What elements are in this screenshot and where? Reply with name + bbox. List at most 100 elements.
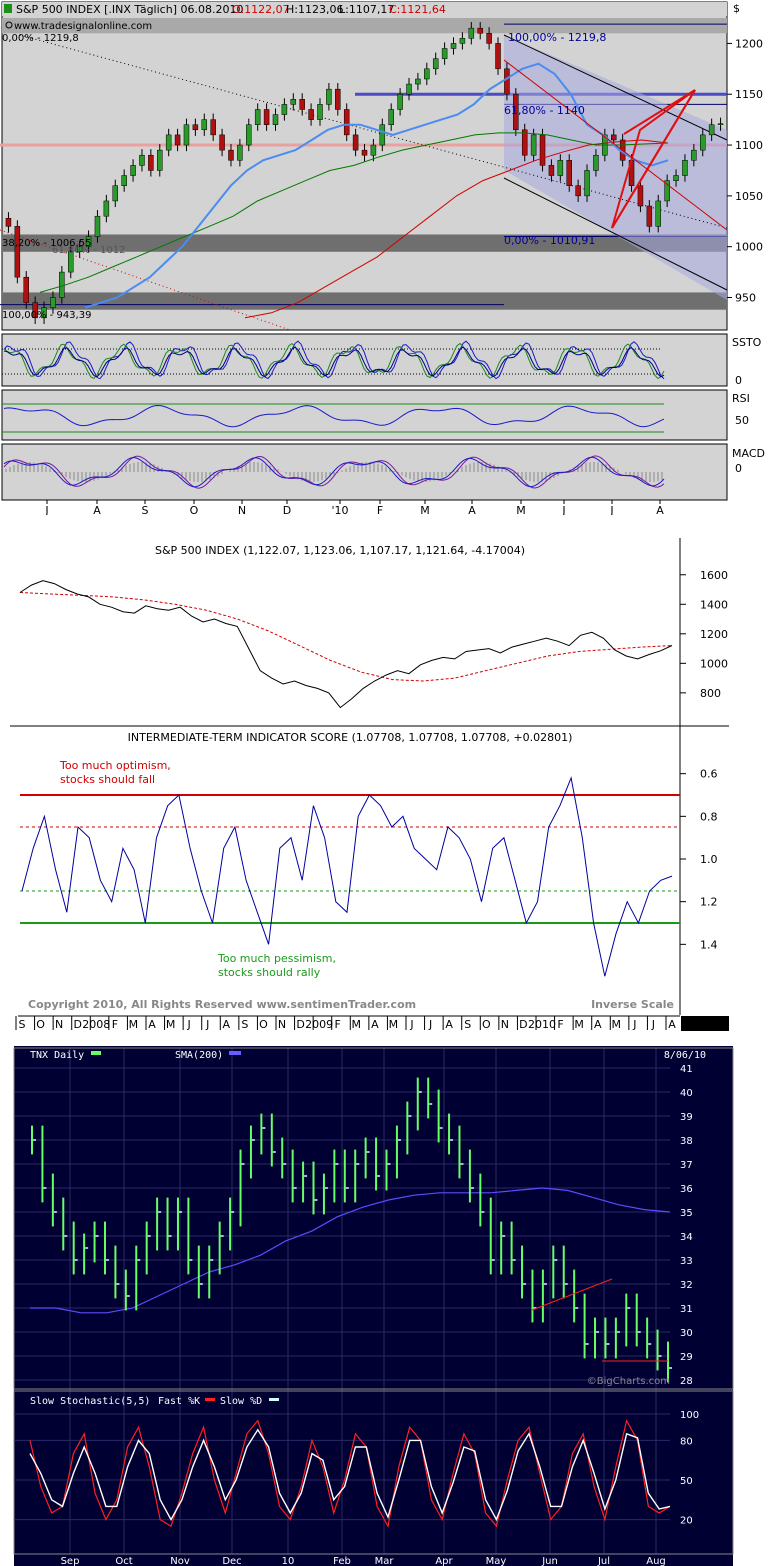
candle-body — [5, 217, 12, 227]
x-label: S — [241, 1018, 248, 1031]
x-label: J — [187, 1018, 191, 1031]
y-tick-label: 1.4 — [700, 938, 718, 951]
fastk-legend-label: Fast %K — [158, 1396, 200, 1407]
candle-body — [539, 134, 546, 166]
y-tick-label: 1.2 — [700, 896, 718, 909]
chart2-background — [0, 530, 769, 1045]
slowd-legend-label: Slow %D — [220, 1396, 262, 1407]
channel-top-line — [503, 34, 728, 141]
tnx-y-label: 37 — [680, 1160, 693, 1171]
tnx-y-label: 41 — [680, 1064, 693, 1075]
rsi-label: RSI — [732, 392, 750, 405]
macd-signal-line — [3, 456, 665, 488]
fib-bottom: 100,00% - 943,39 — [2, 310, 91, 321]
tnx-price-panel — [13, 1047, 734, 1390]
candle-body — [530, 134, 537, 156]
candle-body — [130, 165, 136, 176]
candle-body — [468, 27, 475, 39]
macd-tick: 0 — [735, 462, 742, 475]
fib-right-0: 0,00% - 1010,91 — [504, 234, 595, 247]
x-label: O — [259, 1018, 268, 1031]
candle-body — [575, 185, 581, 197]
tnx-month-axis: Sep Oct Nov Dec 10 Feb Mar Apr May Jun Jul Aug — [61, 1556, 666, 1566]
y-tick-label: 950 — [735, 292, 756, 305]
x-label: S — [19, 1018, 26, 1031]
candle-body — [459, 38, 466, 44]
month-label: '10 — [331, 504, 348, 515]
candle-body — [584, 170, 590, 197]
month-label: J — [44, 504, 48, 515]
y-tick-label: 1100 — [735, 139, 763, 152]
candle-body — [477, 27, 483, 34]
x-label: D — [519, 1018, 527, 1031]
candle-body — [174, 134, 181, 146]
rsi-tick: 50 — [735, 414, 749, 427]
candle-body — [210, 119, 216, 136]
tnx-y-label: 32 — [680, 1280, 693, 1291]
fib-mid: 61,80% - 1140 — [504, 104, 585, 117]
candle-body — [521, 129, 528, 156]
x-label: N — [55, 1018, 63, 1031]
x-label: J — [428, 1018, 432, 1031]
x-label: F — [335, 1018, 341, 1031]
candle-body — [23, 276, 30, 303]
optimism-label-2: stocks should fall — [60, 773, 155, 786]
currency-label: $ — [733, 2, 740, 15]
tnx-x-label: Oct — [115, 1556, 132, 1566]
candle-body — [192, 124, 199, 131]
month-label: M — [420, 504, 430, 515]
x-label: A — [594, 1018, 602, 1031]
candle-body — [637, 185, 644, 207]
wedge-upper-line — [623, 89, 696, 135]
shaded-bands — [2, 18, 727, 310]
candle-body — [397, 93, 403, 110]
candle-body — [68, 251, 74, 273]
x-label: A — [371, 1018, 379, 1031]
wedge-lower-line — [611, 89, 696, 229]
x-label: F — [557, 1018, 563, 1031]
candle-body — [165, 134, 172, 151]
fib-61-left: 61,80% - 1012 — [52, 245, 126, 256]
candle-body — [317, 104, 323, 120]
x-label: 2009 — [305, 1018, 333, 1031]
tnx-x-label: May — [486, 1556, 507, 1566]
tnx-price-bars — [31, 1077, 672, 1383]
candle-body — [691, 149, 697, 161]
candle-body — [299, 99, 305, 110]
tnx-y-label: 35 — [680, 1208, 693, 1219]
fastk-legend-swatch — [205, 1398, 215, 1401]
x-label: D — [296, 1018, 304, 1031]
month-label: J — [609, 504, 613, 515]
high-value: H:1123,06 — [286, 3, 343, 16]
macd-line — [3, 455, 665, 489]
stoch-y-axis: 20 50 80 100 — [14, 1410, 699, 1527]
price-y-axis: 950 1000 1050 1100 1150 1200 — [727, 37, 763, 305]
pessimism-label: Too much pessimism, — [217, 952, 336, 965]
stoch-title: Slow Stochastic(5,5) — [30, 1396, 150, 1407]
chart2-month-axis: S O N D 2008 F M A M J J A S O N D 2009 F M A M J J A S O N D 2010 F M… — [15, 1016, 676, 1031]
tnx-date: 8/06/10 — [664, 1050, 706, 1061]
sma-blue-line — [84, 62, 669, 309]
candle-body — [308, 109, 314, 120]
band-middle — [2, 234, 727, 252]
fib-top-right: 100,00% - 1219,8 — [508, 31, 606, 44]
y-tick-label: 800 — [700, 687, 721, 700]
tnx-y-label: 28 — [680, 1376, 693, 1387]
month-label: O — [190, 504, 199, 515]
tnx-y-label: 30 — [680, 1328, 693, 1339]
candle-body — [112, 185, 119, 202]
sentiment-chart: S&P 500 INDEX (1,122.07, 1,123.06, 1,107… — [0, 530, 769, 1045]
candle-body — [610, 134, 617, 141]
candle-body — [183, 124, 190, 146]
ssto-slow-line — [3, 342, 665, 380]
stoch-y-label: 80 — [680, 1436, 693, 1447]
sp500-line-title: S&P 500 INDEX (1,122.07, 1,123.06, 1,107… — [155, 544, 525, 557]
candle-body — [495, 43, 501, 70]
macd-label: MACD — [732, 447, 765, 460]
candle-body — [94, 215, 101, 237]
axis-black-block — [681, 1016, 729, 1031]
month-label: F — [377, 504, 383, 515]
tnx-x-label: Mar — [375, 1556, 395, 1566]
candle-body — [254, 109, 261, 125]
optimism-label: Too much optimism, — [59, 759, 171, 772]
